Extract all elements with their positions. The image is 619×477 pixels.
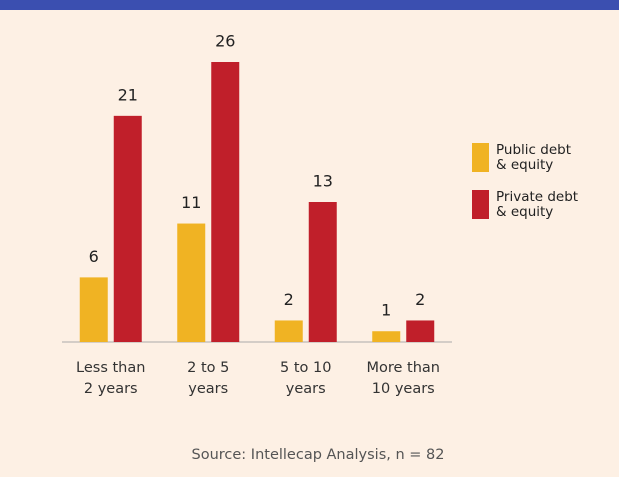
x-tick-label: Less than 2 years <box>76 360 145 397</box>
value-label: 2 <box>415 290 425 309</box>
bar <box>274 320 303 342</box>
source: Source: Intellecap Analysis, n = 82 <box>192 447 445 463</box>
legend-swatch <box>472 190 489 219</box>
value-label: 1 <box>381 301 391 320</box>
value-label: 21 <box>118 85 138 104</box>
legend-swatch <box>472 143 489 172</box>
value-label: 2 <box>284 290 294 309</box>
x-tick-label: More than 10 years <box>366 360 440 397</box>
x-tick-label: 2 to 5 years <box>187 360 229 397</box>
bar <box>372 331 401 342</box>
bar <box>113 115 142 342</box>
bar <box>406 320 435 342</box>
value-label: 11 <box>181 193 201 212</box>
value-label: 26 <box>215 32 235 51</box>
bar <box>79 277 108 342</box>
bar <box>211 62 240 342</box>
value-label: 13 <box>313 172 333 191</box>
bar <box>177 223 206 342</box>
top-bar <box>0 0 619 10</box>
legend-label: Private debt & equity <box>496 189 578 220</box>
value-label: 6 <box>89 247 99 266</box>
bar <box>308 202 337 342</box>
legend-label: Public debt & equity <box>496 142 571 173</box>
x-tick-label: 5 to 10 years <box>280 360 331 397</box>
